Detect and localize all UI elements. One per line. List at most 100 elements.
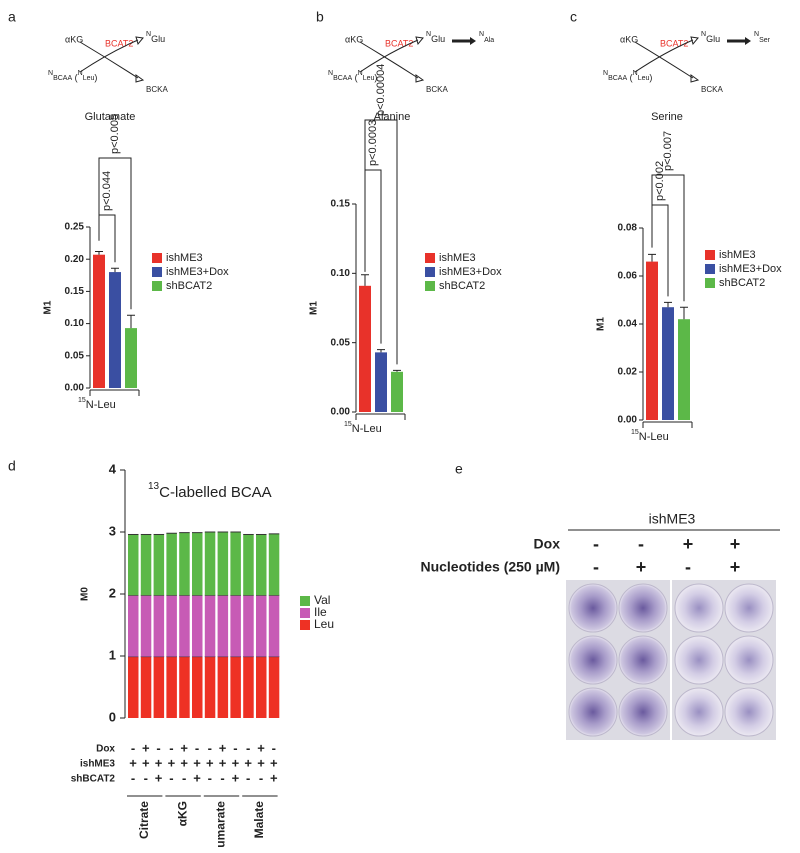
legend-label: Val	[314, 593, 330, 607]
condition-mark: +	[142, 740, 150, 755]
x-label-text: N-Leu	[639, 431, 669, 443]
bar-segment	[243, 534, 254, 596]
error-bar	[95, 250, 103, 255]
well	[568, 635, 618, 685]
bar-segment	[153, 534, 165, 596]
y-tick-label: 0.08	[618, 223, 638, 234]
row-mark: +	[730, 557, 741, 577]
error-bar	[664, 301, 672, 308]
bar-segment	[256, 534, 267, 596]
p-value: p<0.005	[109, 114, 121, 154]
bar-segment	[179, 595, 190, 657]
bar-segment	[192, 532, 203, 596]
error-bar	[361, 274, 369, 286]
bar-segment	[230, 532, 241, 596]
row-mark: +	[636, 557, 647, 577]
arc	[359, 39, 419, 73]
condition-mark: +	[270, 770, 278, 785]
bar-segment	[204, 595, 216, 657]
keto: BCKA	[426, 85, 448, 94]
enzyme: BCAT2	[105, 38, 133, 48]
bar-segment	[256, 656, 267, 718]
row-mark: -	[685, 557, 691, 577]
legend-swatch	[300, 620, 310, 630]
condition-label: Dox	[96, 744, 115, 755]
y-tick-label: 0.15	[65, 286, 85, 297]
substrate-name: BCAA	[333, 75, 352, 82]
y-tick-label: 0.02	[618, 367, 638, 378]
condition-mark: -	[144, 770, 148, 785]
legend-label: ishME3+Dox	[719, 263, 782, 275]
legend-label: shBCAT2	[166, 280, 212, 292]
substrate-name: BCAA	[608, 75, 627, 82]
condition-mark: +	[180, 740, 188, 755]
bar-segment	[166, 656, 177, 718]
y-tick-label: 0.10	[65, 318, 85, 329]
arc	[79, 41, 139, 79]
p-value: p<0.00004	[375, 64, 387, 116]
condition-mark: -	[208, 770, 212, 785]
y-tick-label: 0	[109, 709, 116, 724]
bar-segment	[268, 533, 280, 596]
isotope: N	[48, 70, 53, 77]
bar	[678, 319, 690, 420]
isotope: N	[78, 70, 83, 77]
bar	[125, 328, 137, 388]
condition-mark: -	[259, 770, 263, 785]
bar-segment	[204, 656, 216, 718]
condition-mark: +	[232, 755, 240, 770]
bar-segment	[179, 656, 190, 718]
error-bar	[680, 306, 688, 320]
x-label-text: N-Leu	[352, 423, 382, 435]
bar-segment	[256, 595, 267, 657]
y-tick-label: 2	[109, 585, 116, 600]
bar-segment	[192, 595, 203, 657]
row-mark: -	[593, 534, 599, 554]
y-tick-label: 4	[109, 461, 117, 476]
panel-letter: a	[8, 9, 16, 25]
y-tick-label: 0.04	[618, 319, 638, 330]
x-axis-label: 15N-Leu	[78, 397, 116, 411]
error-bar	[127, 314, 135, 329]
bar-segment	[268, 595, 280, 657]
sig-bracket	[98, 157, 132, 310]
well	[674, 583, 724, 633]
bar	[662, 307, 674, 420]
condition-mark: -	[246, 770, 250, 785]
y-tick-label: 0.05	[65, 350, 85, 361]
condition-mark: +	[155, 770, 163, 785]
legend-swatch	[425, 267, 435, 277]
condition-mark: -	[220, 770, 224, 785]
legend-swatch	[705, 250, 715, 260]
substrate-inner: Leu	[638, 75, 650, 82]
y-tick-label: 0.06	[618, 271, 638, 282]
well	[724, 635, 774, 685]
error-bar	[377, 349, 385, 353]
well	[618, 635, 668, 685]
isotope: N	[426, 31, 431, 38]
legend-swatch	[300, 596, 310, 606]
product-name: Glu	[706, 34, 720, 44]
legend-swatch	[152, 281, 162, 291]
condition-mark: -	[208, 740, 212, 755]
isotope: N	[146, 31, 151, 38]
y-tick-label: 0.05	[331, 337, 351, 348]
condition-mark: +	[257, 740, 265, 755]
row-label: Dox	[534, 536, 561, 552]
group-label: Fumarate	[214, 801, 228, 848]
condition-mark: +	[206, 755, 214, 770]
p-value: p<0.007	[662, 131, 674, 171]
enzyme: BCAT2	[660, 38, 688, 48]
substrate-inner: Leu	[363, 75, 375, 82]
well	[618, 583, 668, 633]
bar	[646, 261, 658, 420]
y-axis-label: M1	[43, 300, 54, 314]
error-bar	[648, 253, 656, 262]
error-bar	[111, 267, 119, 273]
bar-segment	[128, 534, 139, 596]
legend-label: ishME3	[439, 252, 476, 264]
substrate-name: BCAA	[53, 75, 72, 82]
y-tick-label: 0.20	[65, 254, 85, 265]
substrate: NBCAA (NLeu)	[603, 70, 652, 83]
extra-name: Ala	[484, 37, 494, 44]
